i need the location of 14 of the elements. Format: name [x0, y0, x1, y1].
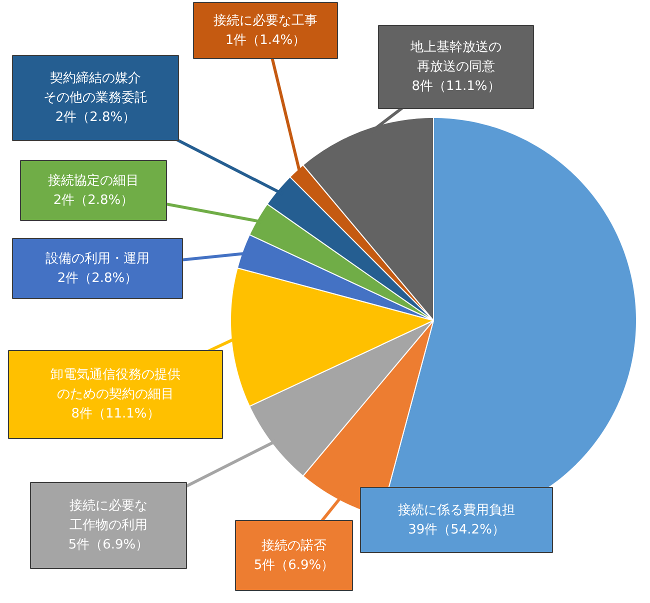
data-label: 2件（2.8%）: [57, 270, 138, 286]
data-label: 39件（54.2%）: [408, 522, 505, 538]
data-label: 8件（11.1%）: [71, 406, 160, 422]
slice-label: 接続協定の細目: [48, 173, 139, 188]
data-label: 2件（2.8%）: [53, 192, 134, 208]
data-label: 1件（1.4%）: [225, 32, 306, 48]
data-label: 2件（2.8%）: [55, 110, 136, 125]
slice-label: 接続に係る費用負担: [398, 502, 515, 518]
slice-label: 地上基幹放送の再放送の同意: [410, 40, 502, 74]
data-label: 5件（6.9%）: [254, 558, 334, 573]
data-label: 5件（6.9%）: [68, 538, 149, 552]
slice-label: 接続に必要な工作物の利用: [70, 498, 148, 533]
slice-label: 接続に必要な工事: [214, 13, 318, 28]
slice-label: 契約締結の媒介その他の業務委託: [44, 71, 148, 106]
